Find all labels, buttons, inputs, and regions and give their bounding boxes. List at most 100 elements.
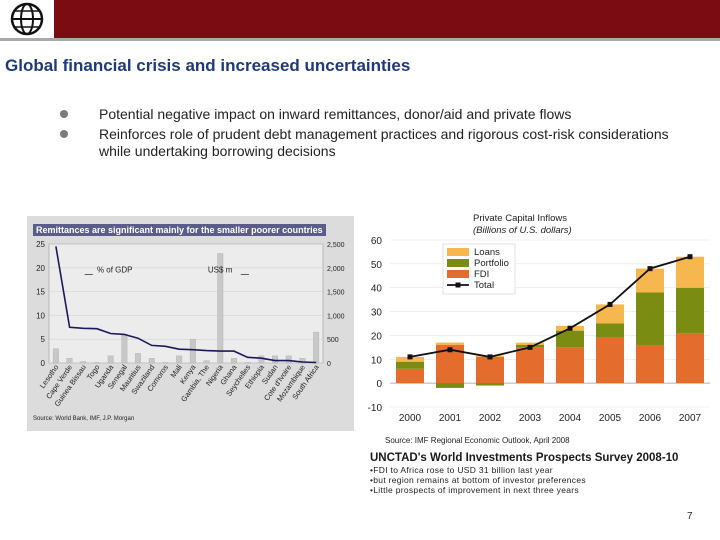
bar-remittance-usd	[66, 358, 73, 364]
point-total	[567, 325, 573, 331]
point-total	[407, 354, 413, 360]
y-tick-right: 2,000	[327, 266, 345, 273]
x-tick-label: 2007	[679, 413, 702, 424]
legend-label: Portfolio	[474, 258, 509, 269]
bar-fdi	[596, 337, 624, 384]
point-total	[687, 254, 693, 260]
bullet-text: Potential negative impact on inward remi…	[99, 106, 572, 122]
header-bar	[0, 0, 720, 38]
bar-fdi	[636, 344, 664, 384]
point-total	[447, 347, 453, 353]
series-label: US$ m	[208, 266, 233, 275]
y-tick: 10	[371, 355, 383, 366]
bullet-dot	[60, 110, 68, 118]
bar-remittance-usd	[107, 355, 114, 364]
survey-title: UNCTAD's World Investments Prospects Sur…	[370, 452, 679, 464]
y-tick-right: 500	[327, 337, 339, 344]
y-tick-left: 0	[41, 359, 46, 368]
bar-fdi	[676, 333, 704, 384]
bar-remittance-usd	[285, 355, 292, 364]
bar-remittance-usd	[217, 253, 224, 364]
bar-remittance-usd	[272, 355, 278, 364]
point-total	[487, 354, 493, 360]
point-total	[607, 301, 613, 307]
bar-remittance-usd	[203, 360, 210, 364]
remittances-chart: 0 5 10 15 20 25 0 500 1,000 1,500 2,000 2,500 % of G…	[36, 240, 345, 408]
y-tick-right: 1,500	[327, 290, 345, 297]
world-bank-logo	[0, 0, 54, 38]
x-tick-label: 2006	[639, 413, 662, 424]
bar-portfolio	[636, 292, 664, 345]
y-tick: -10	[368, 403, 383, 414]
slide-title: Global financial crisis and increased un…	[5, 56, 411, 75]
bar-portfolio	[556, 330, 584, 348]
globe-icon	[10, 2, 44, 36]
x-tick-label: 2003	[519, 413, 542, 424]
chart-subtitle: (Billions of U.S. dollars)	[473, 225, 572, 236]
y-tick-left: 5	[41, 335, 46, 344]
bar-remittance-usd	[52, 348, 59, 364]
y-tick: 40	[371, 284, 383, 295]
y-tick: 60	[371, 236, 383, 247]
legend-swatch	[447, 259, 469, 267]
bar-loans	[676, 256, 704, 288]
page-number: 7	[687, 511, 693, 522]
bar-portfolio	[396, 361, 424, 369]
bar-loans	[596, 304, 624, 324]
point-total	[527, 344, 533, 350]
bar-remittance-usd	[176, 355, 183, 364]
bar-remittance-usd	[148, 358, 155, 364]
bullet-text: Reinforces role of prudent debt manageme…	[99, 126, 669, 159]
y-tick-right: 2,500	[327, 242, 345, 249]
remittances-source: Source: World Bank, IMF, J.P. Morgan	[33, 416, 135, 422]
y-tick-left: 15	[36, 288, 45, 297]
bar-remittance-usd	[231, 358, 237, 364]
legend-swatch	[447, 248, 469, 256]
bar-portfolio	[596, 323, 624, 338]
survey-line: •but region remains at bottom of investo…	[370, 475, 586, 485]
y-tick-left: 10	[36, 311, 45, 320]
legend-label: Loans	[474, 247, 500, 258]
survey-line: •Little prospects of improvement in next…	[370, 485, 579, 495]
x-tick-label: 2004	[559, 413, 582, 424]
plot-area	[48, 243, 324, 364]
x-tick-label: 2001	[439, 413, 462, 424]
header-rule	[0, 38, 720, 41]
bar-fdi	[476, 356, 504, 384]
remittances-chart-title: Remittances are significant mainly for t…	[33, 224, 326, 236]
capital-inflows-chart: Private Capital Inflows(Billions of U.S.…	[368, 213, 710, 424]
bar-remittance-usd	[299, 358, 306, 364]
y-tick: 0	[376, 379, 382, 390]
bar-fdi	[516, 347, 544, 384]
bar-portfolio	[476, 383, 504, 386]
bar-remittance-usd	[258, 355, 265, 364]
bar-fdi	[556, 347, 584, 384]
y-tick: 50	[371, 260, 383, 271]
bar-fdi	[396, 368, 424, 384]
capital-inflows-source: Source: IMF Regional Economic Outlook, A…	[385, 436, 570, 445]
bar-remittance-usd	[189, 338, 196, 364]
bar-portfolio	[676, 287, 704, 334]
bullet-dot	[60, 130, 68, 138]
legend-swatch	[447, 270, 469, 278]
x-tick-label: 2005	[599, 413, 622, 424]
y-tick-left: 20	[36, 264, 45, 273]
point-total	[647, 266, 653, 272]
bar-remittance-usd	[80, 361, 87, 364]
legend-swatch-marker	[455, 282, 461, 288]
legend-label: Total	[474, 280, 494, 291]
bar-remittance-usd	[121, 334, 128, 364]
bullet-list: Potential negative impact on inward remi…	[55, 106, 675, 163]
legend-label: FDI	[474, 269, 489, 280]
y-tick-right: 1,000	[327, 313, 345, 320]
chart-title: Private Capital Inflows	[473, 213, 567, 224]
x-tick-label: 2002	[479, 413, 502, 424]
bar-remittance-usd	[135, 353, 141, 364]
y-tick-right: 0	[327, 361, 331, 368]
bar-remittance-usd	[313, 331, 320, 364]
series-label: % of GDP	[97, 266, 133, 275]
line-total	[409, 255, 691, 358]
survey-line: •FDI to Africa rose to USD 31 billion la…	[370, 465, 553, 475]
x-tick-label: 2000	[399, 413, 422, 424]
bar-loans	[636, 268, 664, 293]
